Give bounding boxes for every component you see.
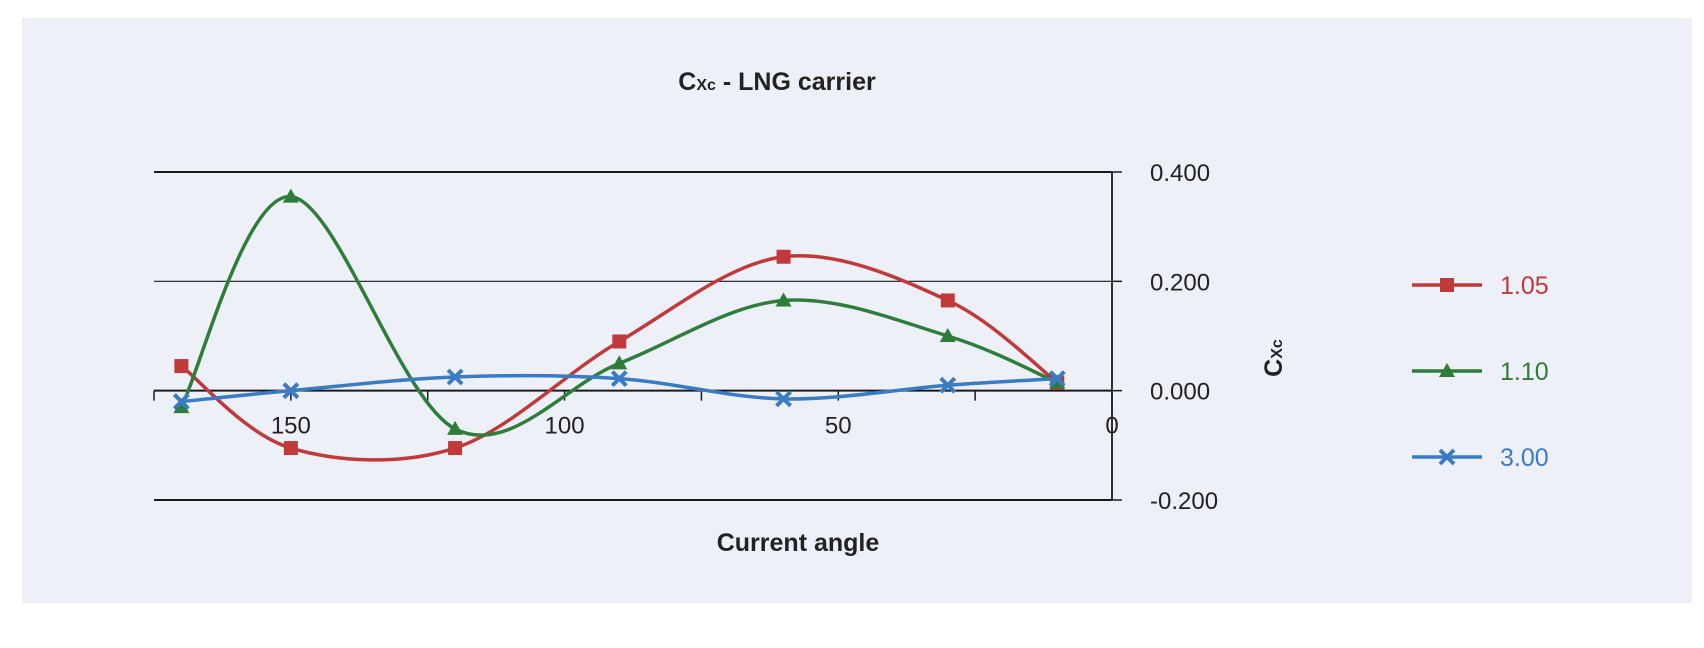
legend-label-0: 1.05 (1500, 272, 1549, 300)
chart-panel: -0.200 0.000 0.200 0.400 150 100 50 0 1.05 1.10 3… (22, 18, 1692, 603)
legend-marker-2 (1438, 448, 1456, 466)
series-2-point-0-b (172, 393, 190, 411)
series-1-point-5 (939, 328, 956, 342)
y-tick-label-2: 0.200 (1150, 269, 1210, 296)
series-2-point-6-b (1048, 370, 1066, 388)
y-tick-label-3: 0.400 (1150, 160, 1210, 187)
series-2-point-5 (939, 376, 957, 394)
chart-svg: -0.200 0.000 0.200 0.400 150 100 50 0 1.05 1.10 3… (153, 68, 1549, 557)
series-line-1 (179, 194, 1058, 437)
y-tick-label-1: 0.000 (1150, 379, 1210, 406)
x-tick-label-1: 100 (545, 413, 585, 440)
legend-label-2: 3.00 (1500, 444, 1549, 472)
series-1-point-3 (611, 355, 628, 370)
series-0-point-2 (448, 441, 463, 456)
legend-marker-0 (1440, 278, 1454, 292)
series-2-point-5-b (939, 376, 957, 394)
y-axis-title: CXc (1260, 339, 1288, 377)
series-1-point-2 (447, 420, 464, 435)
series-2-point-3 (610, 370, 628, 388)
label-layer: -0.200 0.000 0.200 0.400 150 100 50 0 (271, 160, 1218, 515)
series-2-point-4 (775, 390, 792, 408)
series-layer (172, 188, 1066, 462)
series-1-point-0 (173, 399, 190, 414)
series-2-point-4-b (775, 390, 792, 408)
series-2-point-6 (1048, 370, 1066, 388)
series-2-point-1-b (282, 382, 300, 400)
series-2-point-0 (172, 393, 190, 411)
series-0-point-0 (174, 359, 189, 374)
series-0-point-5 (940, 293, 955, 308)
legend-label-1: 1.10 (1500, 358, 1549, 386)
series-1-point-4 (775, 292, 792, 307)
series-2-point-2 (446, 368, 464, 386)
legend-marker-2-b (1438, 448, 1456, 466)
series-1-point-1 (282, 188, 299, 203)
x-tick-label-0: 150 (271, 413, 311, 440)
legend-layer: 1.05 1.10 3.00 (1412, 272, 1549, 472)
series-2-point-3-b (610, 370, 628, 388)
x-tick-label-3: 0 (1105, 413, 1118, 440)
series-0-point-3 (612, 334, 627, 349)
series-2-point-2-b (446, 368, 464, 386)
y-tick-label-0: -0.200 (1150, 488, 1218, 515)
series-0-point-4 (776, 249, 791, 264)
chart-title: CXc - LNG carrier (678, 68, 876, 96)
legend-marker-1 (1439, 363, 1455, 377)
x-axis-title: Current angle (717, 529, 880, 557)
x-tick-label-2: 50 (825, 413, 852, 440)
series-0-point-1 (283, 441, 298, 456)
series-2-point-1 (282, 382, 300, 400)
